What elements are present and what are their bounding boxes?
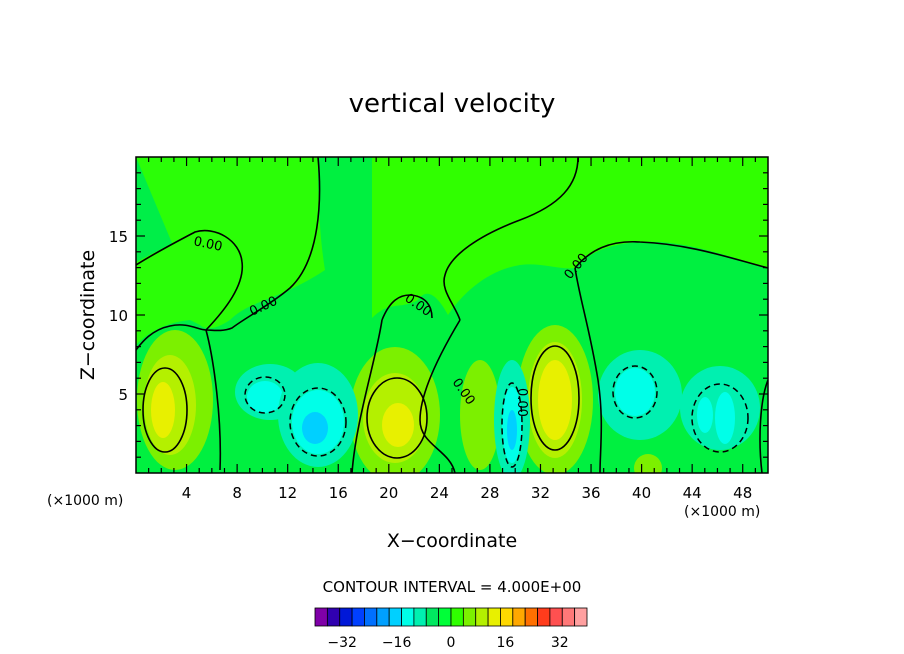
colorbar: [314, 607, 588, 627]
negative-cells: [235, 350, 760, 473]
colorbar-tick-labels: −32 −16 0 16 32: [327, 635, 568, 651]
colorbar-swatch: [364, 607, 378, 627]
x-tick-label: 4: [182, 484, 192, 502]
cell-positive-2c: [382, 403, 414, 447]
zero-contour-right2: [574, 240, 768, 269]
cell-negative-5c: [697, 397, 713, 433]
colorbar-swatch: [425, 607, 440, 627]
x-tick-label: 40: [632, 484, 651, 502]
colorbar-swatch: [339, 607, 353, 627]
y-axis-ticks: [136, 172, 768, 458]
y-tick-label: 5: [118, 386, 128, 404]
zero-contour-left: [136, 229, 244, 351]
contour-interval: CONTOUR INTERVAL = 4.000E+00: [323, 578, 582, 596]
colorbar-swatch: [326, 607, 341, 627]
x-axis-label: X−coordinate: [387, 530, 517, 552]
colorbar-swatch: [376, 607, 390, 627]
colorbar-swatch: [500, 607, 514, 627]
colorbar-swatch: [574, 607, 588, 627]
cell-positive-1c: [151, 382, 175, 438]
contour-lines-negative: [244, 365, 749, 468]
x-tick-label: 16: [329, 484, 348, 502]
x-unit-right: (×1000 m): [684, 504, 760, 520]
cell-negative-4b: [615, 368, 655, 416]
x-tick-label: 28: [480, 484, 499, 502]
colorbar-tick-label: 0: [447, 635, 456, 651]
chart-title: vertical velocity: [349, 89, 556, 119]
x-tick-label: 36: [581, 484, 600, 502]
colorbar-swatch: [438, 607, 452, 627]
contour-negative-2: [289, 387, 347, 457]
plot-area: 0.00 0.00 0.00 0.00 0.00 0.00: [136, 157, 768, 473]
colorbar-tick-label: −32: [327, 635, 357, 651]
contour-label-1: 0.00: [192, 234, 223, 255]
cell-negative-3c: [507, 410, 517, 450]
zero-contour-cells: [205, 267, 768, 473]
contour-label-5: 0.00: [514, 388, 529, 417]
y-axis-tick-labels: 5 10 15: [109, 228, 128, 404]
colorbar-swatch: [537, 607, 551, 627]
colorbar-swatch: [475, 607, 489, 627]
x-tick-label: 24: [430, 484, 449, 502]
colorbar-swatch: [561, 607, 576, 627]
cell-negative-5b: [715, 392, 735, 444]
cell-positive-4: [460, 360, 500, 470]
contour-value-labels: 0.00 0.00 0.00 0.00 0.00 0.00: [192, 234, 592, 417]
field-region-upper-right: [372, 157, 768, 318]
cell-positive-3c: [538, 360, 572, 440]
zero-contour-mid: [381, 294, 433, 321]
colorbar-swatch: [450, 607, 464, 627]
colorbar-swatch: [401, 607, 415, 627]
colorbar-swatch: [462, 607, 477, 627]
y-axis-label: Z−coordinate: [77, 250, 99, 380]
colorbar-tick-label: 32: [551, 635, 569, 651]
contour-positive-1: [142, 367, 188, 453]
y-tick-label: 15: [109, 228, 128, 246]
x-unit-left: (×1000 m): [47, 493, 123, 509]
cell-negative-2c: [302, 412, 328, 444]
contour-negative-1: [244, 376, 286, 414]
colorbar-swatch: [351, 607, 365, 627]
contour-negative-4: [612, 365, 658, 419]
y-tick-label: 10: [109, 307, 128, 325]
contour-negative-5: [691, 383, 749, 453]
x-tick-label: 48: [733, 484, 752, 502]
field-region-upper-left: [136, 157, 325, 345]
colorbar-swatch: [549, 607, 563, 627]
colorbar-swatch: [524, 607, 538, 627]
x-tick-label: 12: [278, 484, 297, 502]
contour-lines: [136, 157, 768, 473]
contour-positive-3: [530, 345, 580, 451]
zero-contour-right: [443, 157, 579, 321]
cell-positive-5: [634, 454, 662, 473]
colorbar-swatch: [512, 607, 526, 627]
colorbar-swatch: [487, 607, 501, 627]
contour-negative-3: [501, 382, 523, 468]
colorbar-swatch: [413, 607, 427, 627]
x-tick-label: 44: [683, 484, 702, 502]
x-axis-tick-labels: 4 8 12 16 20 24 28 32 36 40 44 48: [182, 484, 752, 502]
x-tick-label: 32: [531, 484, 550, 502]
colorbar-tick-label: 16: [496, 635, 514, 651]
x-tick-label: 20: [379, 484, 398, 502]
colorbar-swatch: [314, 607, 328, 627]
x-axis-ticks: [148, 157, 756, 473]
zero-contour-top: [205, 157, 321, 332]
colorbar-tick-label: −16: [382, 635, 412, 651]
cell-negative-1b: [247, 381, 283, 413]
colorbar-swatch: [388, 607, 402, 627]
contour-positive-2: [366, 377, 428, 459]
x-tick-label: 8: [232, 484, 242, 502]
